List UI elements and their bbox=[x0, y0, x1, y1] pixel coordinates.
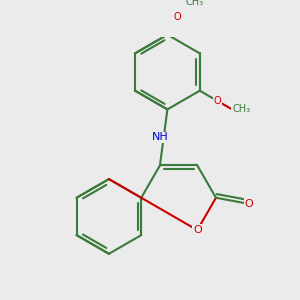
Text: O: O bbox=[244, 199, 253, 209]
Text: O: O bbox=[193, 225, 202, 235]
Text: O: O bbox=[214, 96, 221, 106]
Text: CH₃: CH₃ bbox=[232, 104, 250, 114]
Text: O: O bbox=[174, 12, 182, 22]
Text: NH: NH bbox=[152, 132, 168, 142]
Text: CH₃: CH₃ bbox=[186, 0, 204, 7]
